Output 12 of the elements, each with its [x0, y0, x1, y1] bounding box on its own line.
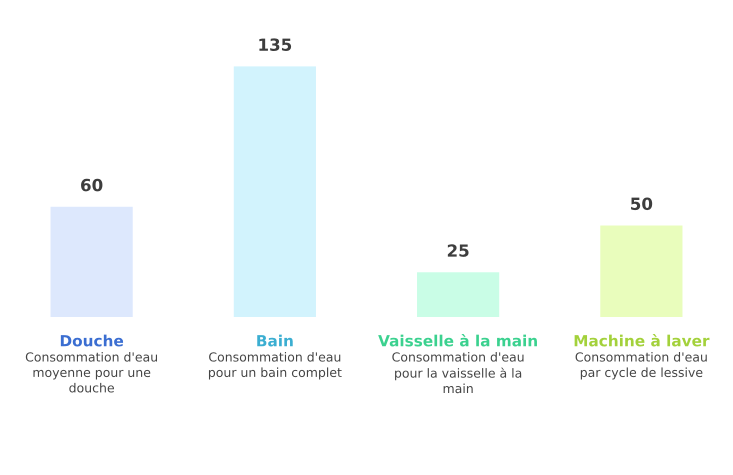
data-label: 135 [259, 38, 292, 51]
x-tick-label: Douche [60, 334, 124, 346]
data-label: 60 [81, 178, 102, 192]
text: Consommation d'eau par cycle de lessive [576, 352, 707, 380]
x-tick-label: Vaisselle à la main [378, 334, 537, 346]
x-tick-label: Bain [257, 334, 293, 346]
text: Consommation d'eau pour un bain complet [208, 352, 342, 380]
data-label: 25 [448, 244, 469, 257]
text: Consommation d'eau moyenne pour une douche [26, 352, 158, 393]
text: Consommation d'eau pour la vaisselle à la main [392, 352, 524, 394]
x-tick-label: Machine à laver [574, 334, 710, 346]
data-label: 50 [631, 197, 652, 210]
